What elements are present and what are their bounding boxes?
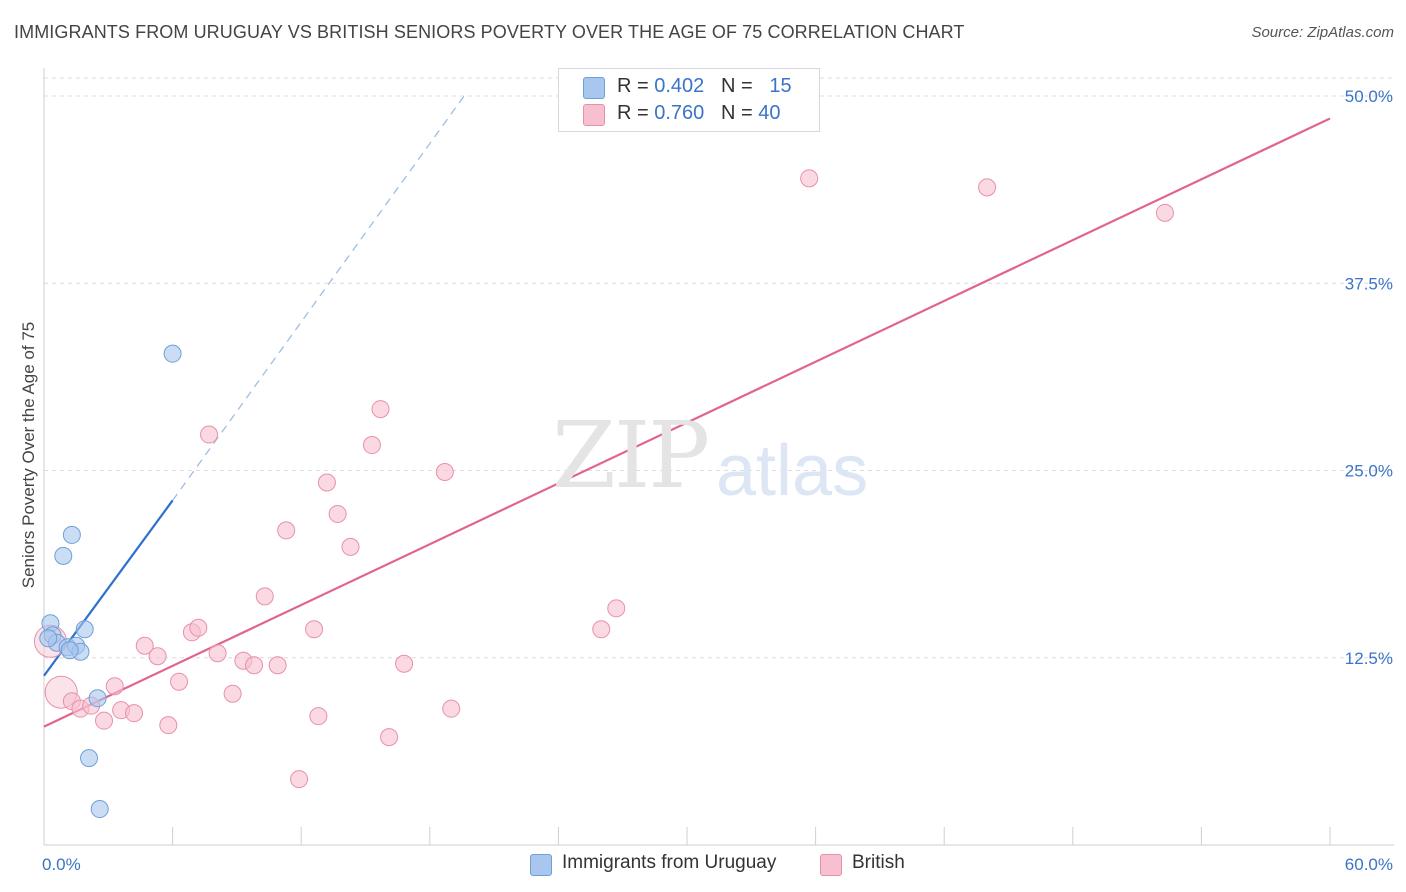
point-british (148, 647, 167, 666)
legend-n-label: N = (720, 75, 759, 97)
point-british (290, 770, 309, 789)
bottom-legend-label-british: British (852, 852, 905, 873)
point-british (607, 599, 626, 618)
point-british (592, 620, 611, 639)
point-british (245, 656, 264, 675)
y-tick-label: 37.5% (1345, 274, 1393, 293)
point-british (395, 654, 414, 673)
grid-lines (44, 77, 1394, 659)
point-british (328, 504, 347, 523)
point-british (435, 462, 454, 481)
point-british (268, 656, 287, 675)
point-british (1155, 203, 1174, 222)
bottom-legend-swatch-british (820, 854, 842, 876)
legend-r-value: 0.402 (654, 75, 705, 97)
y-tick-label: 12.5% (1345, 649, 1393, 668)
point-british (223, 684, 242, 703)
point-british (189, 618, 208, 637)
legend-r-label: R = (617, 75, 655, 97)
legend-r-label: R = (617, 102, 655, 124)
y-tick-label: 25.0% (1345, 462, 1393, 481)
point-british (341, 537, 360, 556)
point-uruguay (39, 629, 58, 648)
correlation-legend: R = 0.402 N = 15 R = 0.760 N = 40 (558, 68, 820, 132)
legend-r-value: 0.760 (654, 102, 705, 124)
legend-n-value: 15 (769, 75, 792, 97)
data-points (33, 169, 1174, 819)
point-british (442, 699, 461, 718)
watermark-atlas: atlas (716, 431, 869, 511)
point-british (105, 677, 124, 696)
point-uruguay (60, 641, 79, 660)
point-uruguay (90, 800, 109, 819)
point-british (371, 400, 390, 419)
point-british (208, 644, 227, 663)
point-uruguay (80, 749, 99, 768)
point-uruguay (88, 689, 107, 708)
y-axis-title: Seniors Poverty Over the Age of 75 (19, 322, 38, 588)
point-uruguay (54, 546, 73, 565)
point-british (317, 473, 336, 492)
legend-swatch-british (583, 104, 605, 126)
axes (43, 68, 1394, 846)
legend-swatch-uruguay (583, 77, 605, 99)
point-british (95, 711, 114, 730)
point-british (277, 521, 296, 540)
bottom-legend-label-uruguay: Immigrants from Uruguay (562, 852, 777, 873)
point-british (305, 620, 324, 639)
point-british (255, 587, 274, 606)
point-british (135, 636, 154, 655)
point-british (125, 704, 144, 723)
point-british (170, 672, 189, 691)
point-uruguay (75, 620, 94, 639)
source-credit: Source: ZipAtlas.com (1251, 24, 1394, 41)
y-tick-label: 50.0% (1345, 87, 1393, 106)
point-british (978, 178, 997, 197)
bottom-legend-swatch-uruguay (530, 854, 552, 876)
legend-n-value: 40 (758, 102, 781, 124)
tick-labels: 12.5% 25.0% 37.5% 50.0% 0.0% 60.0% Seniors Pov… (19, 87, 1393, 874)
x-tick-label-max: 60.0% (1345, 855, 1393, 874)
point-uruguay (163, 344, 182, 363)
chart-title: IMMIGRANTS FROM URUGUAY VS BRITISH SENIO… (14, 22, 965, 42)
point-british (380, 728, 399, 747)
point-british (200, 425, 219, 444)
watermark-zip: ZIP (552, 402, 710, 509)
point-uruguay (62, 525, 81, 544)
x-tick-label-min: 0.0% (42, 855, 81, 874)
point-british (309, 707, 328, 726)
trend-line-british (43, 117, 1331, 728)
point-british (362, 436, 381, 455)
point-british (800, 169, 819, 188)
point-british (159, 716, 178, 735)
legend-n-label: N = (720, 102, 759, 124)
